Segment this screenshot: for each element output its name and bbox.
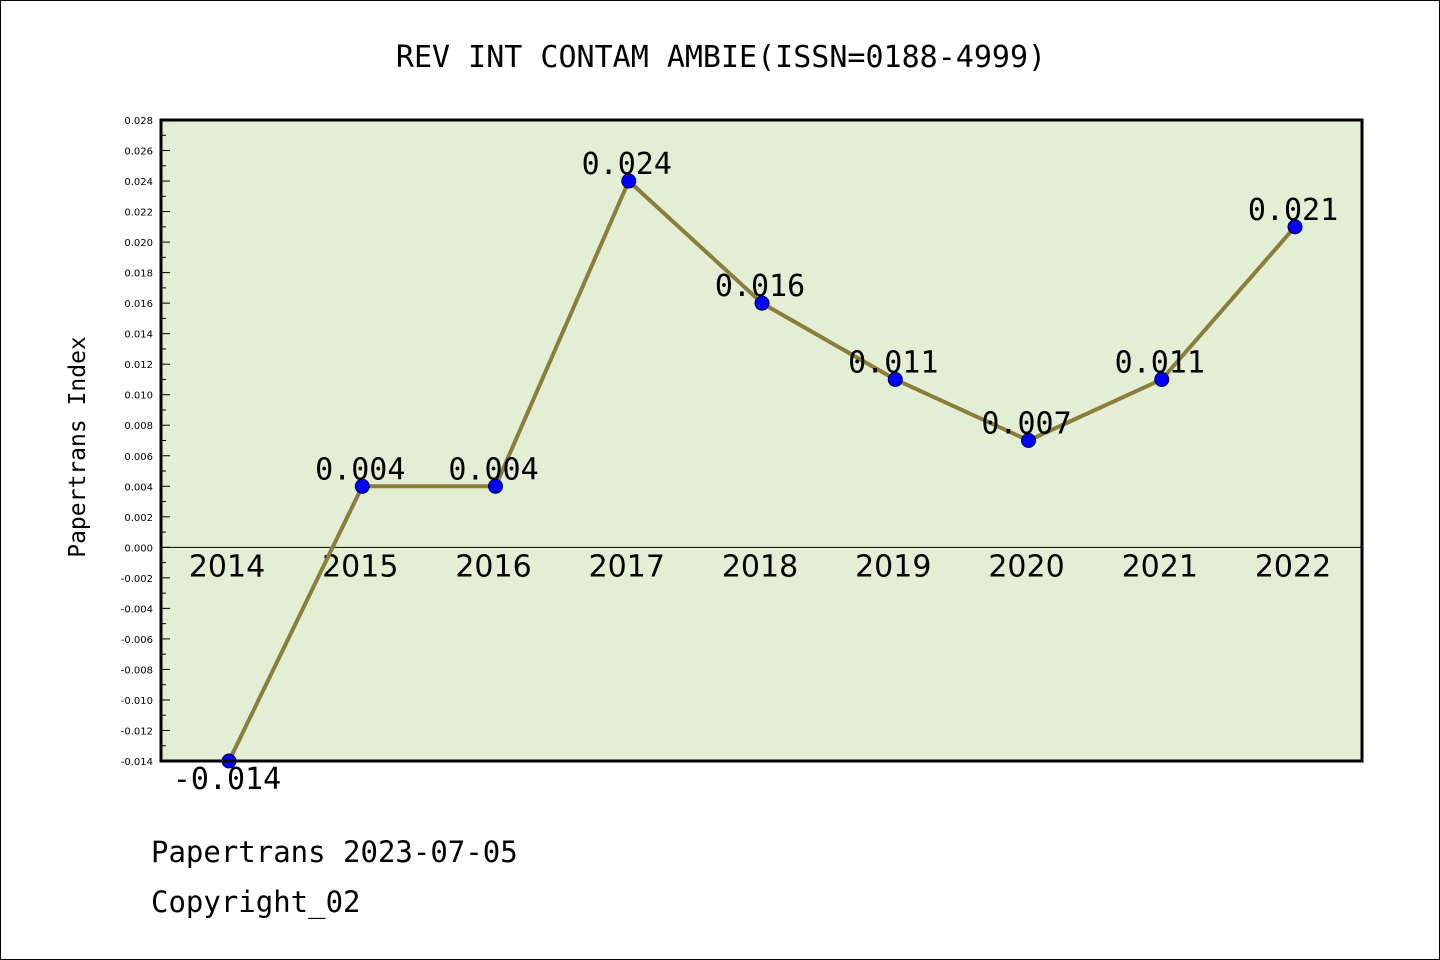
footer-date: Papertrans 2023-07-05 [151,835,518,869]
y-tick-label: -0.014 [121,757,153,768]
y-axis-ticks: 0.028 0.026 0.024 0.022 0.020 0.018 0.016 0.014… [121,116,170,768]
y-tick-label: 0.010 [124,391,153,402]
y-tick-label: -0.012 [121,726,153,737]
y-tick-label: 0.014 [124,330,153,341]
x-tick-label: 2020 [988,549,1064,584]
y-tick-label: 0.000 [124,543,153,554]
data-point [621,173,637,189]
data-labels: -0.014 0.004 0.004 0.024 0.016 0.011 0.007 0.01… [173,147,1338,797]
data-points [221,173,1303,769]
data-point [1287,219,1303,235]
data-point [354,478,370,494]
data-label: 0.004 [448,452,538,487]
x-tick-label: 2021 [1122,549,1198,584]
data-label: 0.024 [582,147,672,182]
y-tick-label: 0.026 [124,147,153,158]
y-tick-label: -0.004 [121,604,153,615]
chart-title: REV INT CONTAM AMBIE(ISSN=0188-4999) [396,40,1046,75]
x-tick-label: 2022 [1255,549,1331,584]
data-point [887,371,903,387]
x-axis-ticks: 2014 2015 2016 2017 2018 2019 2020 2021 2022 [189,549,1331,584]
y-tick-label: 0.012 [124,360,153,371]
data-point [488,478,503,494]
y-tick-label: 0.016 [124,299,153,310]
x-tick-label: 2017 [589,549,665,584]
y-tick-label: 0.022 [124,208,153,219]
y-tick-label: 0.024 [124,177,153,188]
x-tick-label: 2014 [189,549,265,584]
y-tick-label: 0.006 [124,452,153,463]
data-label: 0.011 [848,345,938,380]
data-label: 0.021 [1248,193,1338,228]
y-tick-label: -0.008 [121,665,153,676]
data-label: 0.011 [1115,345,1205,380]
data-point [1021,433,1036,448]
data-point [754,295,770,311]
y-tick-label: -0.006 [121,635,153,646]
data-point [1154,371,1170,387]
y-axis-label: Papertrans Index [65,336,91,558]
x-tick-label: 2018 [722,549,798,584]
y-tick-label: -0.002 [121,574,153,585]
x-tick-label: 2019 [855,549,931,584]
y-tick-label: -0.010 [121,696,153,707]
footer-copyright: Copyright_02 [151,885,361,919]
y-tick-label: 0.018 [124,269,153,280]
data-label: -0.014 [173,762,281,797]
y-tick-label: 0.028 [124,116,153,127]
y-tick-label: 0.020 [124,238,153,249]
data-label: 0.016 [715,269,805,304]
y-tick-label: 0.008 [124,421,153,432]
y-tick-label: 0.002 [124,513,153,524]
x-tick-label: 2016 [455,549,531,584]
data-label: 0.007 [981,407,1071,442]
plot-border [159,118,1364,763]
plot-area [161,120,1362,761]
x-tick-label: 2015 [322,549,398,584]
y-tick-label: 0.004 [124,482,153,493]
data-label: 0.004 [315,452,405,487]
